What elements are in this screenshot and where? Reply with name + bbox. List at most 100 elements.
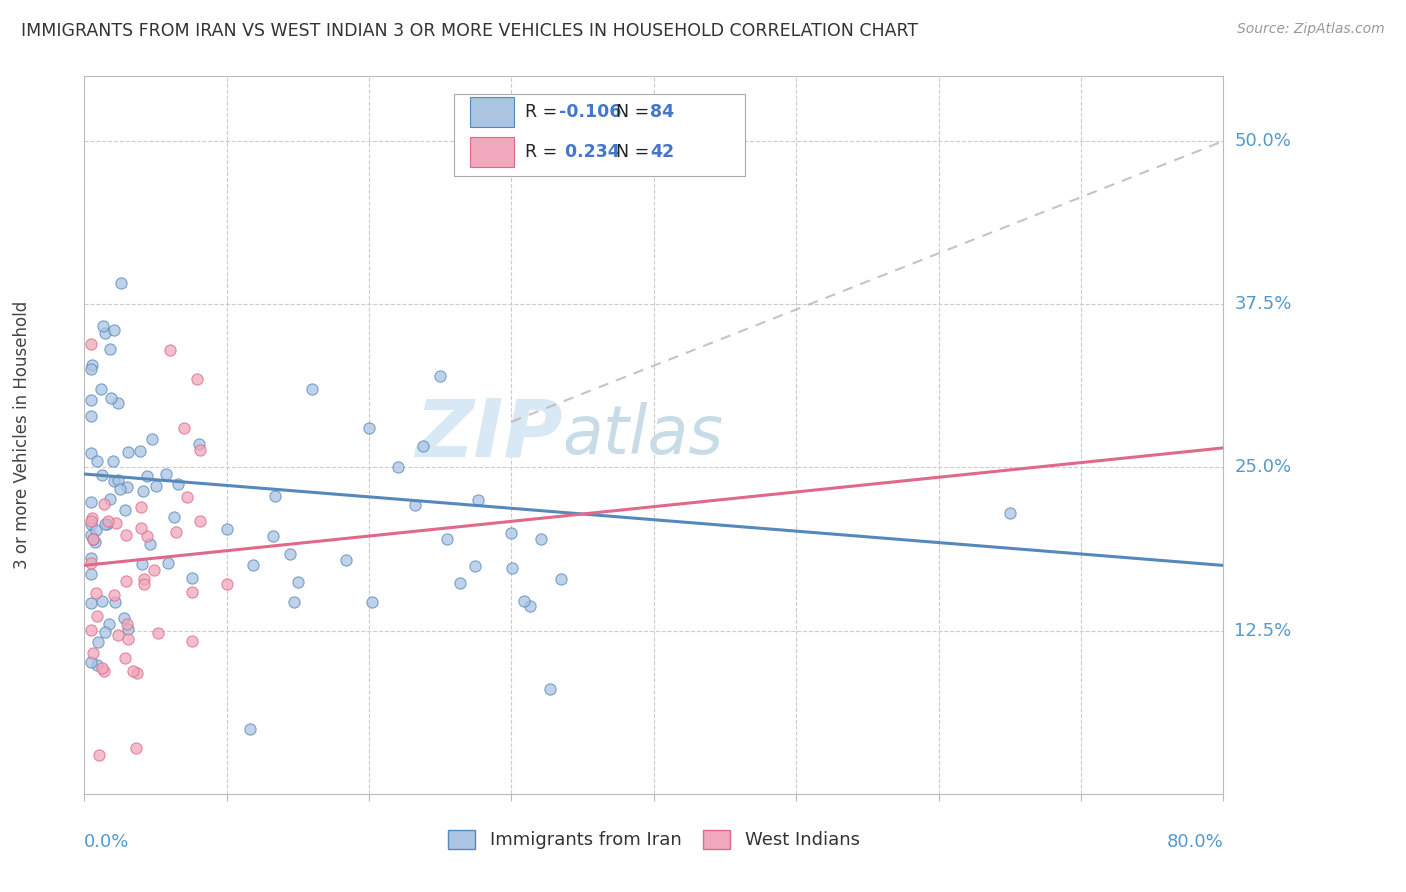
Point — [135, 468, 157, 483]
Point — [125, 740, 148, 755]
Point — [145, 479, 167, 493]
Point — [501, 525, 523, 540]
Point — [115, 528, 138, 542]
Point — [80, 556, 103, 570]
Point — [80, 551, 103, 566]
Point — [90, 382, 112, 396]
Point — [361, 595, 384, 609]
Point — [112, 610, 135, 624]
Point — [538, 682, 561, 697]
Point — [132, 577, 155, 591]
Point — [94, 624, 117, 639]
Point — [335, 552, 357, 566]
Point — [94, 326, 117, 341]
Point — [998, 506, 1021, 520]
Point — [91, 318, 114, 333]
Point — [103, 323, 125, 337]
Point — [98, 617, 121, 632]
Point — [519, 599, 541, 613]
Point — [155, 467, 177, 482]
Point — [165, 525, 187, 540]
Text: N =: N = — [616, 143, 655, 161]
Point — [404, 498, 426, 512]
Point — [188, 514, 211, 528]
Point — [93, 497, 115, 511]
Point — [173, 421, 195, 435]
Point — [215, 577, 238, 591]
Point — [117, 479, 139, 493]
Point — [107, 474, 129, 488]
Text: IMMIGRANTS FROM IRAN VS WEST INDIAN 3 OR MORE VEHICLES IN HOUSEHOLD CORRELATION : IMMIGRANTS FROM IRAN VS WEST INDIAN 3 OR… — [21, 22, 918, 40]
FancyBboxPatch shape — [454, 94, 745, 177]
Point — [82, 532, 104, 546]
Point — [86, 454, 108, 468]
Point — [131, 558, 153, 572]
Point — [412, 439, 434, 453]
Point — [103, 588, 125, 602]
Point — [86, 608, 108, 623]
Text: 80.0%: 80.0% — [1167, 833, 1223, 851]
Point — [90, 661, 112, 675]
Point — [129, 521, 152, 535]
Point — [117, 445, 139, 459]
Point — [125, 666, 148, 681]
Point — [82, 532, 104, 546]
Point — [97, 514, 120, 528]
Point — [132, 484, 155, 499]
Point — [98, 342, 121, 356]
Point — [87, 747, 110, 762]
Point — [238, 722, 260, 736]
Text: atlas: atlas — [562, 402, 724, 467]
Point — [80, 514, 103, 528]
Point — [80, 510, 103, 524]
Point — [136, 529, 159, 543]
Point — [87, 635, 110, 649]
Point — [80, 409, 103, 423]
Text: Source: ZipAtlas.com: Source: ZipAtlas.com — [1237, 22, 1385, 37]
Point — [80, 495, 103, 509]
Point — [262, 528, 284, 542]
Point — [429, 369, 451, 384]
Point — [93, 516, 115, 531]
Point — [84, 523, 107, 537]
Text: 84: 84 — [651, 103, 675, 120]
Point — [107, 628, 129, 642]
Point — [117, 622, 139, 636]
Point — [110, 277, 132, 291]
Text: 0.0%: 0.0% — [84, 833, 129, 851]
Point — [108, 482, 131, 496]
Point — [80, 517, 103, 532]
Point — [141, 433, 163, 447]
Text: 25.0%: 25.0% — [1234, 458, 1292, 476]
Point — [80, 528, 103, 542]
Point — [80, 446, 103, 460]
Point — [159, 343, 181, 357]
Point — [103, 474, 125, 488]
Point — [114, 503, 136, 517]
Point — [278, 547, 301, 561]
Point — [181, 584, 204, 599]
Point — [530, 533, 553, 547]
Point — [80, 336, 103, 351]
Point — [83, 535, 105, 549]
Point — [242, 558, 264, 573]
Point — [215, 522, 238, 536]
Point — [157, 556, 180, 570]
Point — [80, 392, 103, 407]
Point — [104, 594, 127, 608]
Text: 12.5%: 12.5% — [1234, 622, 1292, 640]
Text: 0.234: 0.234 — [560, 143, 620, 161]
Text: R =: R = — [524, 103, 562, 120]
Point — [80, 596, 103, 610]
Point — [129, 444, 152, 458]
Text: 37.5%: 37.5% — [1234, 295, 1292, 313]
Text: ZIP: ZIP — [415, 396, 562, 474]
Point — [134, 572, 156, 586]
Point — [287, 575, 309, 590]
Point — [187, 437, 209, 451]
Point — [436, 532, 458, 546]
Text: N =: N = — [616, 103, 655, 120]
Point — [82, 358, 104, 372]
Point — [163, 509, 186, 524]
Legend: Immigrants from Iran, West Indians: Immigrants from Iran, West Indians — [441, 822, 866, 856]
